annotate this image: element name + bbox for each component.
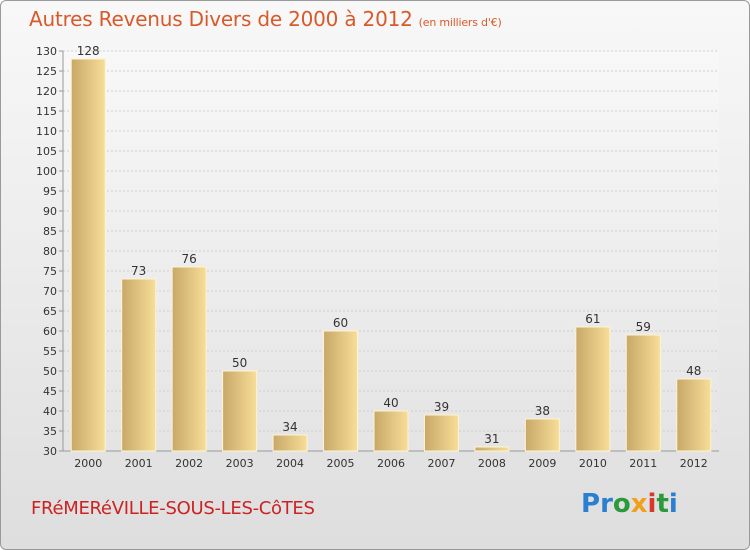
bar-2009: [524, 418, 560, 452]
logo-letter: i: [647, 489, 657, 519]
y-tick-label: 120: [36, 85, 57, 98]
y-tick-label: 40: [43, 405, 57, 418]
logo-letter: t: [656, 489, 669, 519]
bar-2011: [625, 334, 661, 452]
value-label-2002: 76: [182, 252, 197, 266]
value-label-2010: 61: [585, 312, 600, 326]
bars: [70, 58, 712, 452]
bar-2000: [70, 58, 106, 452]
grid: [62, 50, 719, 452]
y-tick-label: 100: [36, 165, 57, 178]
value-label-2009: 38: [535, 404, 550, 418]
x-tick-label-2012: 2012: [680, 457, 708, 470]
value-label-2005: 60: [333, 316, 348, 330]
logo-letter: o: [612, 489, 631, 519]
chart-subtitle: (en milliers d'€): [418, 16, 502, 29]
bar-2002: [171, 266, 207, 452]
bar-2005: [323, 330, 359, 452]
value-label-2008: 31: [484, 432, 499, 446]
y-tick-label: 115: [36, 105, 57, 118]
x-tick-label-2003: 2003: [226, 457, 254, 470]
y-tick-label: 105: [36, 145, 57, 158]
x-tick-label-2002: 2002: [175, 457, 203, 470]
logo-letter: r: [600, 489, 613, 519]
x-tick-label-2001: 2001: [125, 457, 153, 470]
x-tick-label-2006: 2006: [377, 457, 405, 470]
value-label-2011: 59: [636, 320, 651, 334]
logo-letter: i: [668, 489, 678, 519]
value-label-2003: 50: [232, 356, 247, 370]
value-label-2007: 39: [434, 400, 449, 414]
value-label-2004: 34: [282, 420, 297, 434]
y-tick-label: 65: [43, 305, 57, 318]
y-tick-label: 75: [43, 265, 57, 278]
y-tick-label: 130: [36, 45, 57, 58]
y-tick-label: 90: [43, 205, 57, 218]
proxiti-logo[interactable]: Proxiti: [581, 489, 678, 519]
logo-letter: P: [581, 489, 601, 519]
value-label-2006: 40: [383, 396, 398, 410]
bar-2006: [373, 410, 409, 452]
y-tick-label: 125: [36, 65, 57, 78]
y-tick-label: 55: [43, 345, 57, 358]
bar-2001: [121, 278, 157, 452]
x-tick-label-2011: 2011: [629, 457, 657, 470]
bar-2010: [575, 326, 611, 452]
bar-2003: [222, 370, 258, 452]
title-text: Autres Revenus Divers de 2000 à 2012: [29, 7, 413, 31]
commune-name: FRéMERéVILLE-SOUS-LES-CôTES: [31, 498, 315, 519]
value-label-2000: 128: [77, 44, 100, 58]
y-axis-ticks: 30 35 40 45 50 55 60 65 70 75 80 85 90 95 100 105 110 115…: [36, 45, 63, 458]
x-tick-label-2009: 2009: [528, 457, 556, 470]
y-tick-label: 35: [43, 425, 57, 438]
bar-2004: [272, 434, 308, 452]
x-axis-ticks: 2000 2001 2002 2003 2004 2005 2006 2007 2008 2009…: [74, 457, 708, 470]
value-label-2001: 73: [131, 264, 146, 278]
y-tick-label: 85: [43, 225, 57, 238]
x-tick-label-2005: 2005: [327, 457, 355, 470]
y-tick-label: 95: [43, 185, 57, 198]
y-tick-label: 50: [43, 365, 57, 378]
chart-title: Autres Revenus Divers de 2000 à 2012 (en …: [29, 7, 502, 31]
y-tick-label: 30: [43, 445, 57, 458]
bar-2007: [423, 414, 459, 452]
y-tick-label: 60: [43, 325, 57, 338]
bar-2012: [676, 378, 712, 452]
bar-2008: [474, 446, 510, 452]
x-tick-label-2004: 2004: [276, 457, 304, 470]
x-tick-label-2008: 2008: [478, 457, 506, 470]
x-tick-label-2010: 2010: [579, 457, 607, 470]
y-tick-label: 45: [43, 385, 57, 398]
y-tick-label: 80: [43, 245, 57, 258]
value-labels: 128 73 76 50 34 60 40 39 31 38 61 59 48: [77, 44, 702, 446]
logo-letter: x: [630, 489, 648, 519]
value-label-2012: 48: [686, 364, 701, 378]
x-tick-label-2000: 2000: [74, 457, 102, 470]
y-tick-label: 110: [36, 125, 57, 138]
x-tick-label-2007: 2007: [427, 457, 455, 470]
y-tick-label: 70: [43, 285, 57, 298]
